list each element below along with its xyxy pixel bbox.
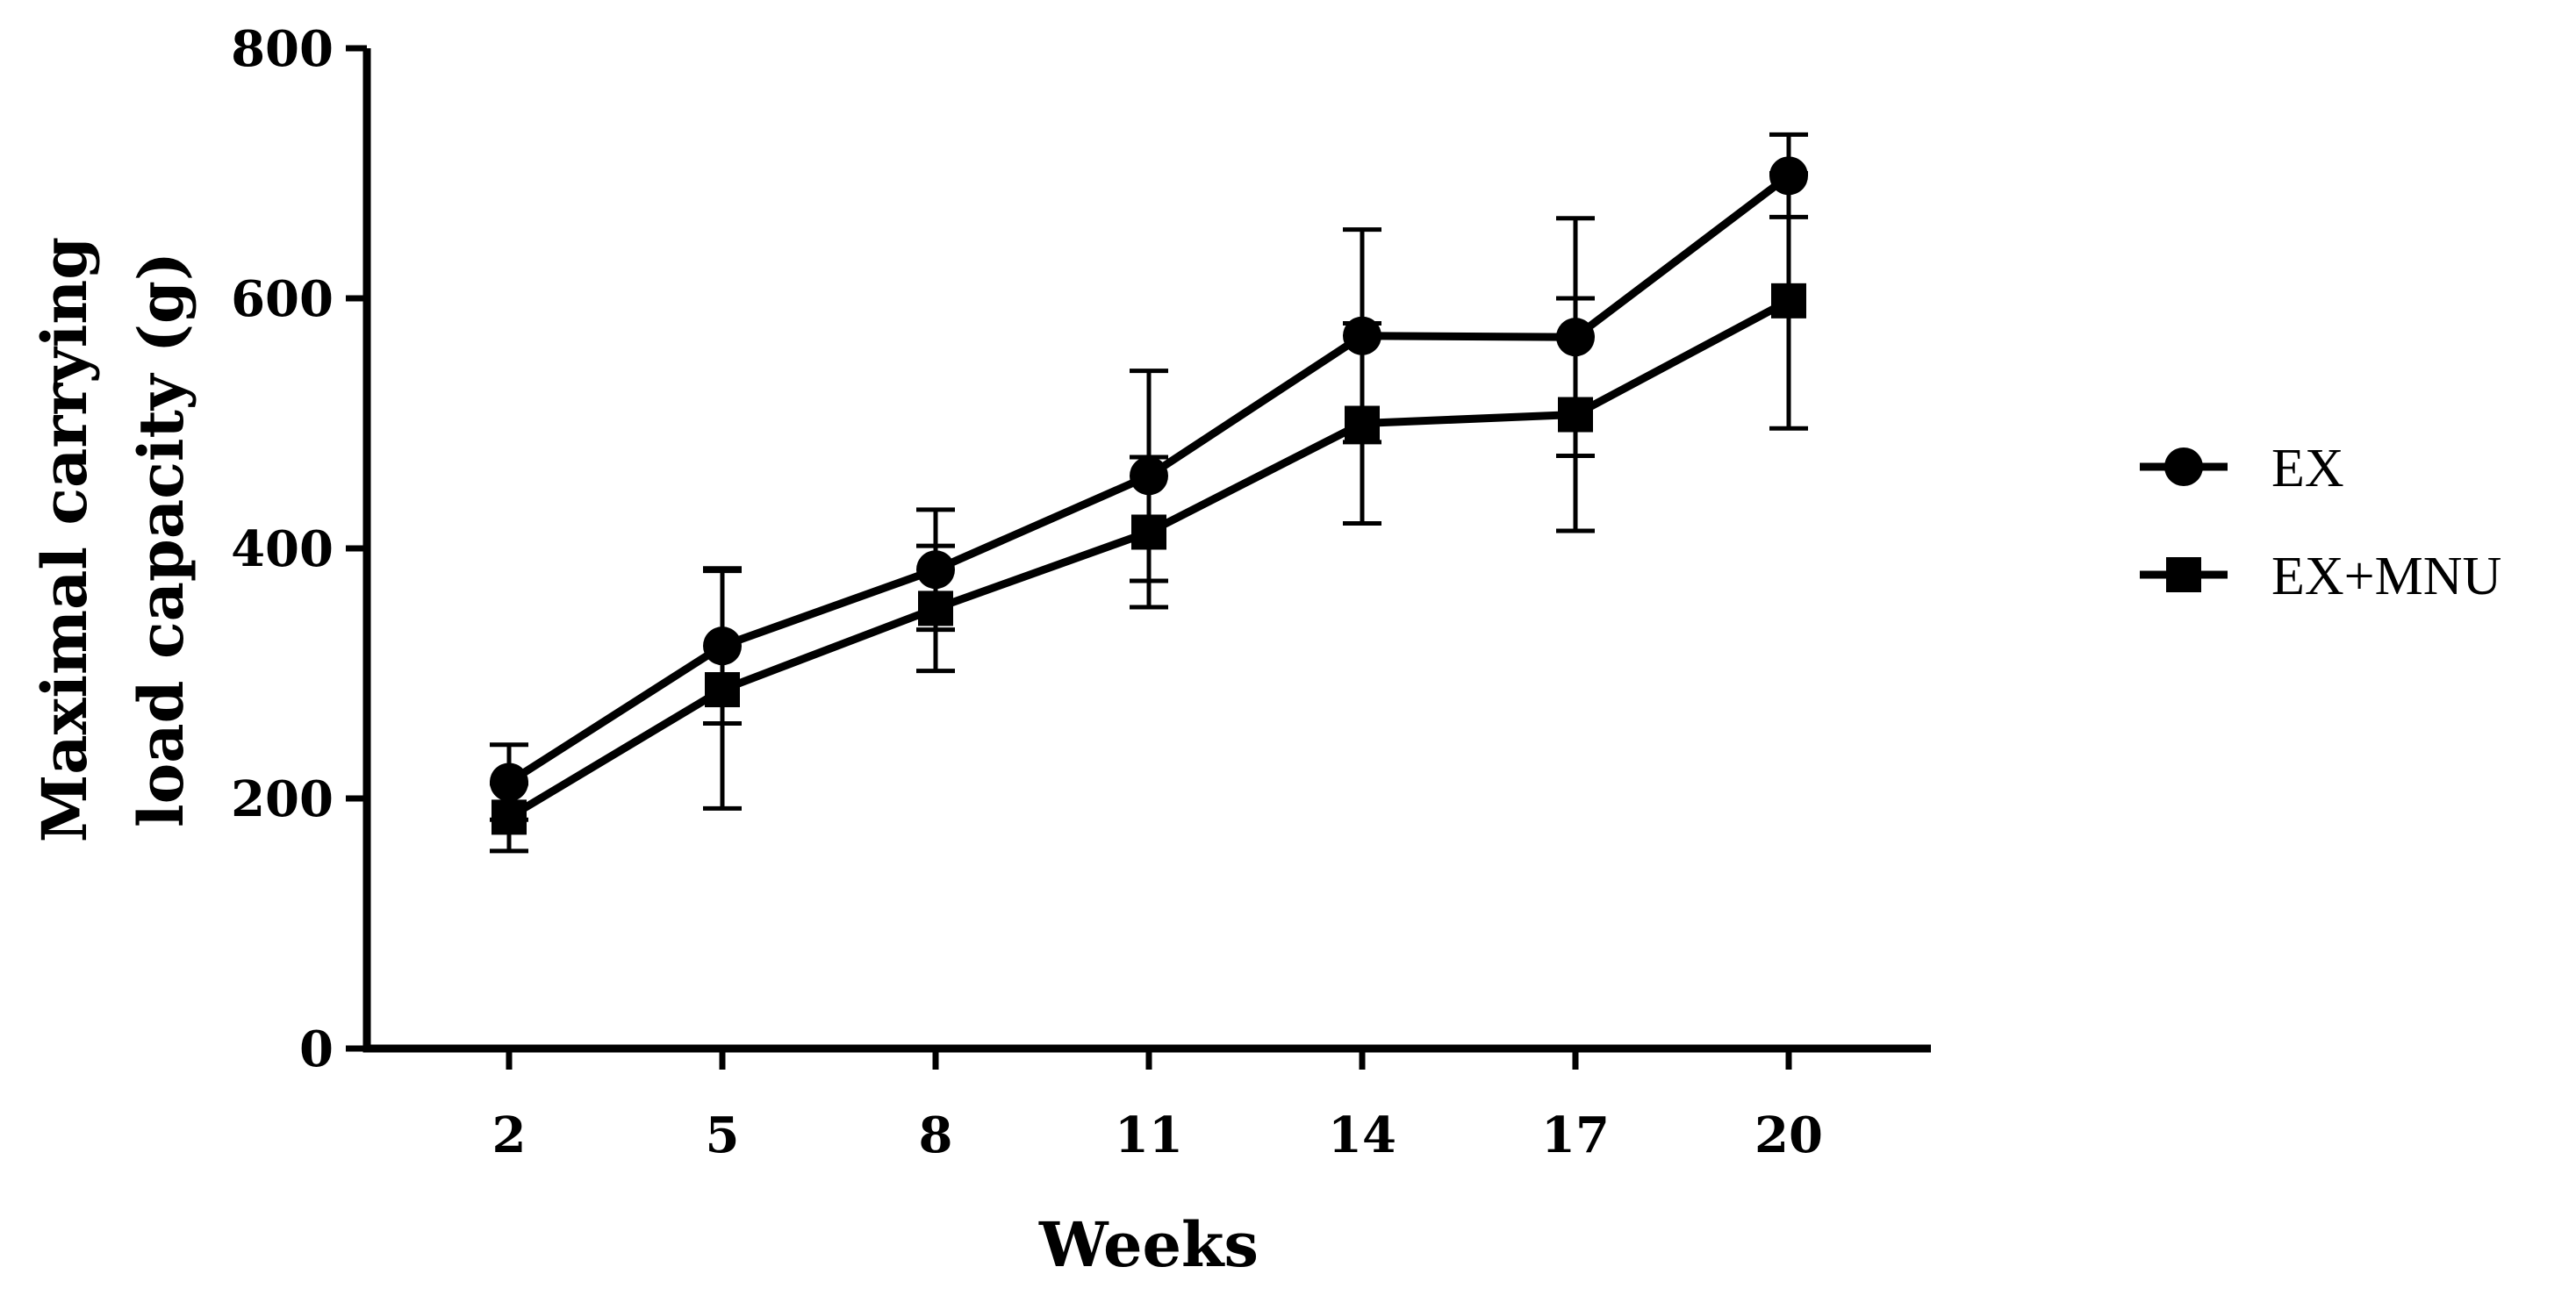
x-tick-label: 5 xyxy=(706,1106,740,1164)
x-tick-label: 11 xyxy=(1115,1106,1183,1164)
x-tick-label: 17 xyxy=(1541,1106,1610,1164)
x-tick-label: 8 xyxy=(919,1106,953,1164)
legend-label: EX xyxy=(2271,439,2344,498)
legend-marker xyxy=(2166,557,2201,592)
y-tick-label: 600 xyxy=(231,270,334,328)
y-tick-label: 0 xyxy=(299,1020,334,1078)
legend-item: EX xyxy=(2140,439,2344,498)
data-point xyxy=(705,672,740,708)
y-axis-title-line-2: load capacity (g) xyxy=(125,252,197,827)
data-point xyxy=(1345,405,1380,441)
legend-item: EX+MNU xyxy=(2140,547,2501,606)
y-tick-label: 400 xyxy=(231,520,334,578)
legend-label: EX+MNU xyxy=(2271,547,2501,606)
series-group xyxy=(490,132,1808,854)
x-tick-label: 14 xyxy=(1328,1106,1396,1164)
y-tick-label: 800 xyxy=(231,20,334,78)
y-axis-title-line-1: Maximal carrying xyxy=(28,237,101,842)
data-point xyxy=(492,799,527,835)
x-tick-label: 20 xyxy=(1754,1106,1823,1164)
data-point xyxy=(918,591,953,626)
data-point xyxy=(1131,514,1166,550)
legend: EX EX+MNU xyxy=(2140,439,2501,606)
y-tick-label: 200 xyxy=(231,770,334,828)
data-point xyxy=(1771,283,1806,319)
series-ex-mnu xyxy=(490,171,1808,854)
x-tick-label: 2 xyxy=(492,1106,527,1164)
data-point xyxy=(1558,397,1593,433)
axes: 0 200 400 600 800 2 5 8 11 14 17 20 xyxy=(231,20,1931,1164)
x-axis-title: Weeks xyxy=(1038,1208,1259,1281)
legend-marker xyxy=(2164,447,2203,486)
